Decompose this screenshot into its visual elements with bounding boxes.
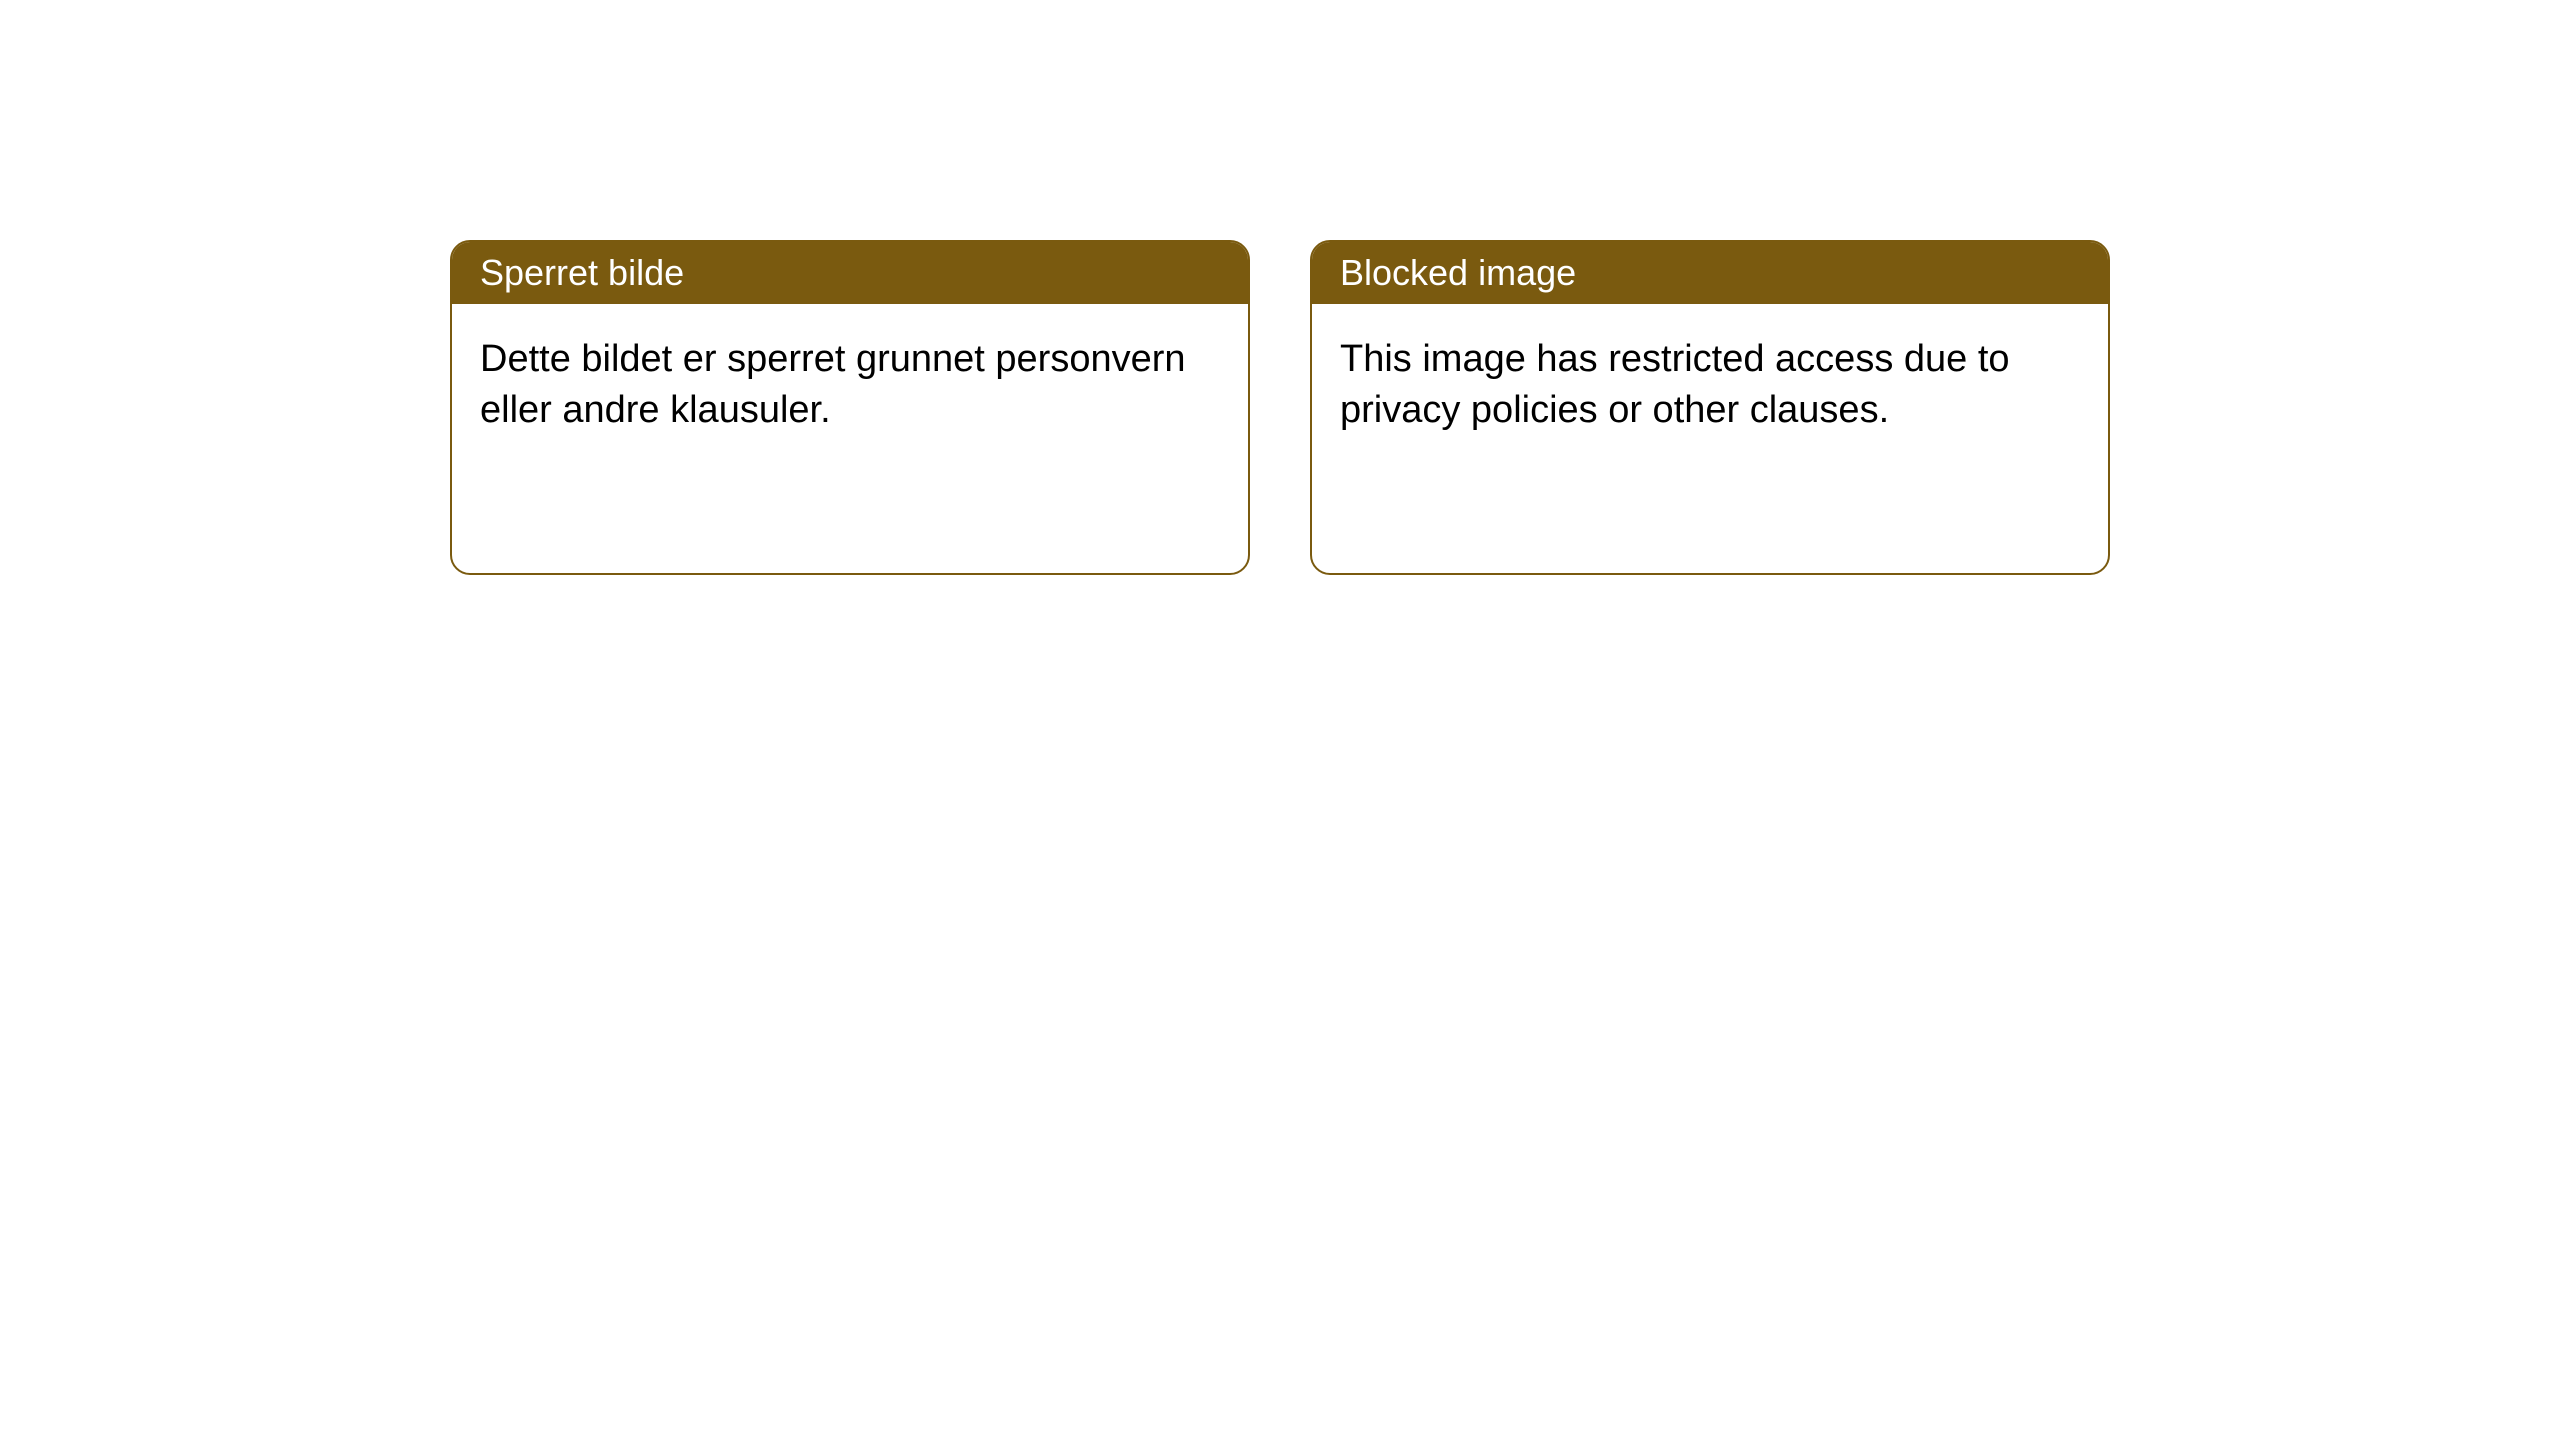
notice-header: Blocked image xyxy=(1312,242,2108,304)
notice-body: This image has restricted access due to … xyxy=(1312,304,2108,467)
notice-container: Sperret bilde Dette bildet er sperret gr… xyxy=(450,240,2110,575)
notice-card-norwegian: Sperret bilde Dette bildet er sperret gr… xyxy=(450,240,1250,575)
notice-header: Sperret bilde xyxy=(452,242,1248,304)
notice-body: Dette bildet er sperret grunnet personve… xyxy=(452,304,1248,467)
notice-card-english: Blocked image This image has restricted … xyxy=(1310,240,2110,575)
